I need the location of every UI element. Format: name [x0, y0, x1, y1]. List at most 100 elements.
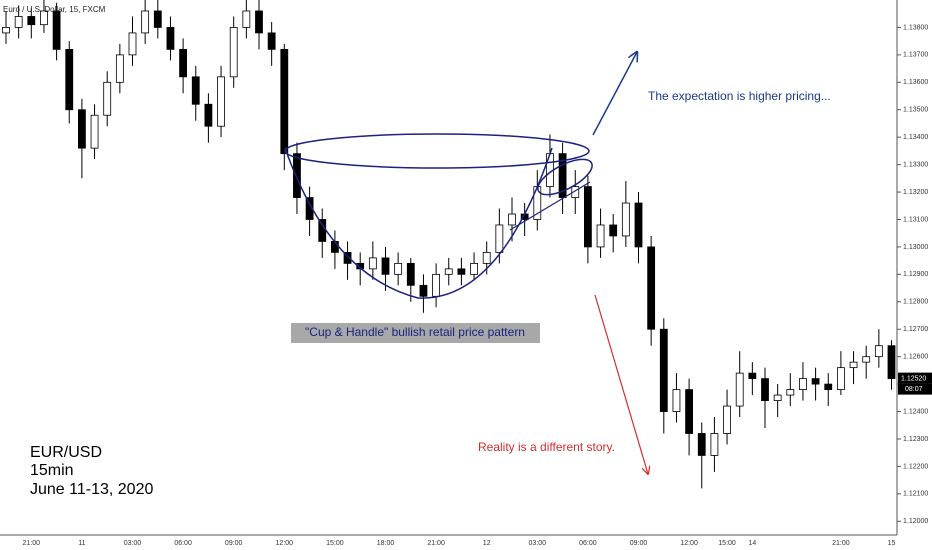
x-tick-label: 15:00 — [326, 540, 344, 547]
candle-body — [571, 186, 580, 198]
candle-body — [52, 10, 61, 50]
x-tick-label: 21:00 — [23, 540, 41, 547]
x-tick-label: 03:00 — [529, 540, 547, 547]
candle-body — [773, 394, 782, 401]
handle-line — [509, 181, 591, 231]
y-tick-label: 1.13400 — [903, 134, 928, 141]
candle-body — [887, 345, 896, 380]
y-tick-label: 1.12000 — [903, 518, 928, 525]
candle-body — [115, 54, 124, 83]
x-tick-label: 15:00 — [718, 540, 736, 547]
x-tick-label: 09:00 — [225, 540, 243, 547]
pair-label: EUR/USD — [30, 444, 102, 461]
candle-body — [495, 224, 504, 253]
y-tick-label: 1.12600 — [903, 354, 928, 361]
expectation-note: The expectation is higher pricing... — [648, 89, 831, 103]
candle-body — [229, 27, 238, 78]
countdown-tag — [898, 383, 932, 395]
x-tick-label: 12 — [483, 540, 491, 547]
candle-body — [90, 114, 99, 149]
y-tick-label: 1.13600 — [903, 79, 928, 86]
candle-body — [761, 378, 769, 401]
candle-body — [419, 284, 428, 297]
x-tick-label: 06:00 — [174, 540, 192, 547]
y-tick-label: 1.13000 — [903, 244, 928, 251]
candle-body — [482, 252, 491, 264]
x-tick-label: 21:00 — [832, 540, 850, 547]
candle-body — [799, 378, 807, 390]
candle-body — [837, 367, 845, 390]
candle-body — [685, 389, 693, 434]
y-tick-label: 1.13300 — [903, 161, 928, 168]
y-tick-label: 1.12800 — [903, 299, 928, 306]
candle-body — [634, 202, 643, 248]
candle-body — [103, 81, 112, 116]
candle-body — [849, 361, 858, 369]
y-tick-label: 1.12200 — [903, 463, 928, 470]
candle-body — [128, 32, 137, 56]
candle-body — [204, 103, 213, 127]
candle-body — [647, 246, 656, 330]
candle-body — [862, 356, 871, 363]
up-arrow — [592, 52, 637, 136]
candle-body — [305, 197, 314, 220]
pattern-box — [291, 323, 540, 343]
candle-body — [470, 262, 478, 275]
chart-title: Euro / U.S. Dollar, 15, FXCM — [3, 5, 106, 14]
x-tick-label: 15 — [888, 540, 896, 547]
candle-body — [40, 10, 48, 26]
candle-body — [558, 153, 567, 198]
down-arrow — [594, 294, 648, 474]
candle-body — [179, 48, 188, 78]
reality-note: Reality is a different story. — [478, 440, 615, 454]
y-tick-label: 1.13500 — [903, 107, 928, 114]
candle-body — [811, 378, 820, 385]
x-tick-label: 21:00 — [427, 540, 445, 547]
last-price-label: 1.12520 — [901, 375, 926, 382]
candle-body — [723, 405, 731, 434]
candle-body — [444, 268, 453, 275]
candle-body — [381, 257, 390, 275]
rim-ellipse — [284, 133, 590, 169]
timeframe-label: 15min — [30, 462, 74, 479]
candle-body — [191, 76, 200, 105]
handle-ellipse — [537, 158, 593, 196]
y-tick-label: 1.12700 — [903, 326, 928, 333]
y-tick-label: 1.12900 — [903, 271, 928, 278]
candle-body — [2, 27, 10, 34]
candle-body — [217, 76, 225, 127]
candle-body — [824, 383, 833, 390]
candle-body — [318, 219, 327, 242]
candle-body — [141, 10, 150, 34]
candle-body — [293, 153, 301, 198]
y-tick-label: 1.12300 — [903, 436, 928, 443]
candle-body — [735, 372, 744, 407]
cup-curve — [284, 147, 553, 299]
candle-body — [255, 10, 263, 34]
candle-body — [596, 224, 605, 248]
candle-body — [748, 372, 757, 380]
candle-body — [166, 27, 175, 50]
candle-body — [394, 262, 403, 275]
candle-body — [697, 433, 706, 456]
candle-body — [343, 252, 352, 264]
y-tick-label: 1.13200 — [903, 189, 928, 196]
candle-body — [78, 109, 86, 149]
x-tick-label: 18:00 — [377, 540, 395, 547]
candle-body — [786, 389, 795, 396]
y-tick-label: 1.13100 — [903, 216, 928, 223]
candle-body — [153, 10, 162, 28]
candle-body — [14, 16, 23, 28]
candle-body — [508, 213, 516, 226]
y-tick-label: 1.13700 — [903, 52, 928, 59]
x-tick-label: 06:00 — [579, 540, 597, 547]
candle-body — [457, 268, 466, 275]
candle-body — [874, 345, 883, 358]
candle-body — [621, 202, 630, 237]
candle-body — [368, 257, 377, 270]
last-price-tag — [898, 372, 932, 384]
candle-body — [27, 16, 36, 26]
x-tick-label: 12:00 — [276, 540, 294, 547]
candle-body — [659, 328, 668, 412]
